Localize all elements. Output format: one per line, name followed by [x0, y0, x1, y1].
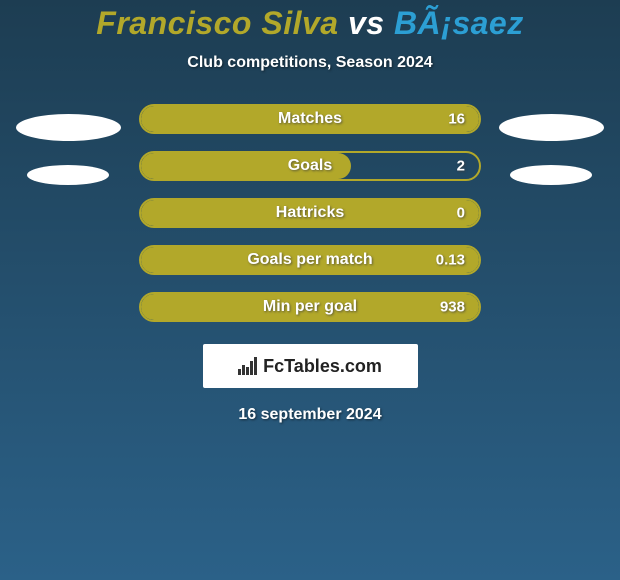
stat-value: 16	[448, 111, 465, 128]
right-placeholder-column	[499, 104, 604, 185]
stat-value: 938	[440, 299, 465, 316]
stat-label: Matches	[278, 110, 342, 128]
placeholder-oval	[499, 114, 604, 141]
comparison-infographic: Francisco Silva vs BÃ¡saez Club competit…	[0, 0, 620, 580]
player2-name: BÃ¡saez	[394, 5, 524, 41]
stat-bar: Hattricks 0	[139, 198, 481, 228]
stat-value: 0.13	[436, 252, 465, 269]
placeholder-oval	[16, 114, 121, 141]
stat-value: 0	[457, 205, 465, 222]
logo-text: FcTables.com	[263, 356, 382, 377]
stat-bar: Goals 2	[139, 151, 481, 181]
content-row: Matches 16 Goals 2 Hattricks 0 Goals per match…	[0, 104, 620, 322]
placeholder-oval	[510, 165, 592, 185]
left-placeholder-column	[16, 104, 121, 185]
stat-label: Hattricks	[276, 204, 344, 222]
vs-text: vs	[348, 5, 394, 41]
stat-label: Goals per match	[247, 251, 372, 269]
player1-name: Francisco Silva	[96, 5, 338, 41]
placeholder-oval	[27, 165, 109, 185]
chart-icon	[238, 357, 257, 375]
stat-bar: Goals per match 0.13	[139, 245, 481, 275]
stat-value: 2	[457, 158, 465, 175]
page-title: Francisco Silva vs BÃ¡saez	[96, 5, 523, 42]
stat-bar: Min per goal 938	[139, 292, 481, 322]
logo-box: FcTables.com	[203, 344, 418, 388]
stat-bar: Matches 16	[139, 104, 481, 134]
stats-column: Matches 16 Goals 2 Hattricks 0 Goals per match…	[139, 104, 481, 322]
stat-label: Min per goal	[263, 298, 357, 316]
stat-label: Goals	[288, 157, 332, 175]
date-text: 16 september 2024	[238, 406, 381, 424]
subtitle: Club competitions, Season 2024	[187, 54, 432, 72]
